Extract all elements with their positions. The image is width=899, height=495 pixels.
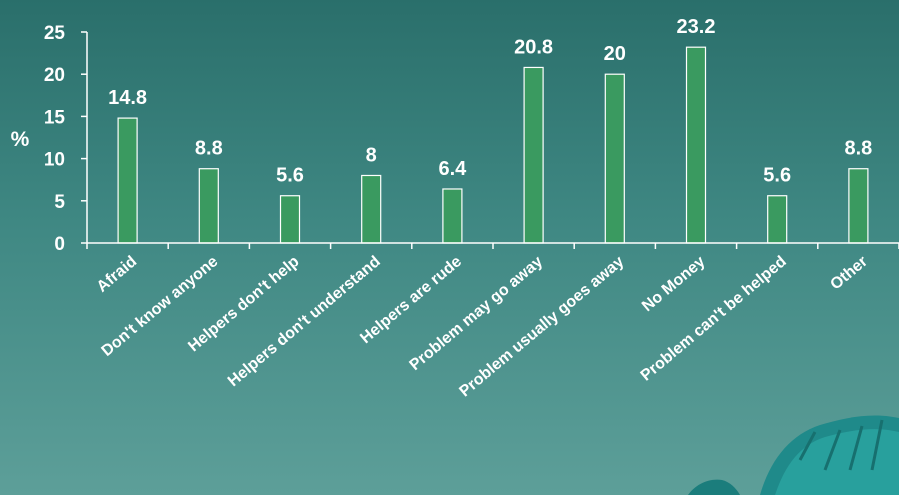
bar (279, 195, 301, 244)
data-label: 23.2 (677, 16, 716, 38)
bar (848, 168, 869, 244)
bar (117, 117, 138, 244)
category-label: Other (827, 253, 871, 293)
y-tick-label: 15 (44, 107, 66, 128)
category-label: No Money (639, 253, 709, 315)
bar (685, 46, 707, 244)
data-label: 14.8 (108, 87, 147, 109)
y-tick-label: 0 (54, 234, 65, 255)
y-tick-label: 25 (44, 23, 66, 44)
data-label: 8.8 (195, 138, 223, 160)
bar (442, 188, 463, 244)
data-label: 5.6 (763, 165, 791, 187)
data-label: 6.4 (438, 158, 467, 180)
category-label: Problem may go away (407, 253, 547, 374)
bar (604, 73, 625, 244)
category-label: Afraid (94, 253, 140, 296)
category-label: Problem usually goes away (456, 253, 627, 400)
data-label: 5.6 (276, 165, 304, 187)
category-label: Problem can't be helped (638, 253, 790, 384)
data-label: 8 (366, 144, 377, 166)
bars: 14.8 8.8 5.6 8 6.4 20.8 20 23.2 5.6 8.8 (108, 16, 872, 244)
y-tick-label: 5 (54, 192, 65, 213)
data-label: 20 (604, 43, 626, 65)
category-label: Helpers don't understand (225, 253, 384, 390)
y-axis-title: % (11, 128, 30, 151)
y-tick-label: 20 (44, 65, 65, 86)
y-tick-label: 10 (44, 150, 65, 171)
decorative-rock-graphic (688, 415, 899, 495)
data-label: 20.8 (514, 36, 553, 58)
bar (198, 168, 219, 244)
bar (767, 195, 788, 244)
bar (523, 66, 544, 244)
data-label: 8.8 (844, 138, 872, 160)
y-axis: 0 5 10 15 20 25 (44, 23, 88, 255)
bar (361, 174, 382, 244)
